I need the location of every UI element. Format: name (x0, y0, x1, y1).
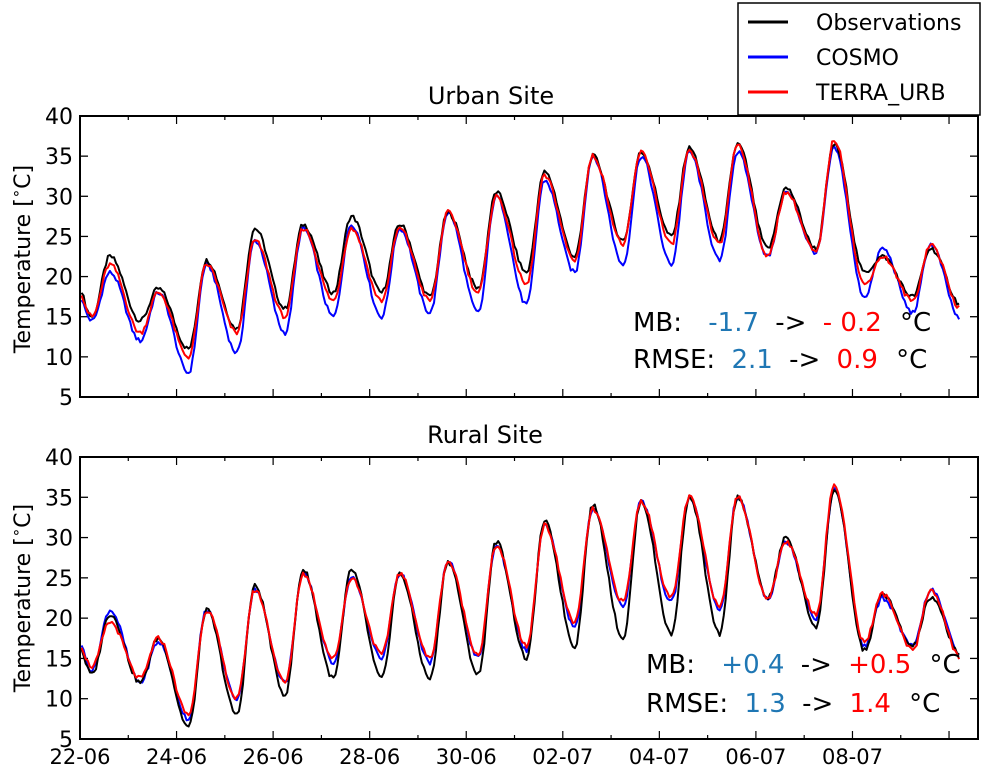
urban-plot-frame (79, 115, 979, 398)
rural-xtick-label: 08-07 (822, 745, 883, 767)
urban-ytick-label: 35 (45, 145, 73, 170)
rural-ytick-label: 25 (45, 567, 73, 592)
rural-mb-label: MB: (646, 650, 695, 680)
rural-ytick-label: 35 (45, 486, 73, 511)
rural-ytick-label: 30 (45, 527, 73, 552)
urban-rmse-unit: °C (896, 345, 927, 375)
urban-rmse-to: 0.9 (837, 345, 878, 375)
urban-mb-unit: °C (900, 308, 931, 338)
rural-xtick-label: 22-06 (49, 745, 110, 767)
legend-label: COSMO (816, 46, 899, 71)
rural-ytick-label: 20 (45, 607, 73, 632)
rural-mb-from: +0.4 (721, 650, 784, 680)
rural-plot-frame (79, 456, 979, 740)
urban-rmse-annotation: RMSE: 2.1 -> 0.9 °C (633, 345, 927, 375)
rural-lines (80, 483, 961, 728)
rural-ylabel: Temperature [∘C] (7, 504, 36, 693)
rural-panel: Rural Site Temperature [∘C] 5 10 15 20 25 30 3… (7, 421, 979, 769)
legend-label: Observations (816, 11, 961, 36)
urban-ytick-label: 5 (59, 386, 73, 411)
rural-rmse-unit: °C (909, 689, 940, 719)
rural-mb-arrow: -> (801, 650, 832, 680)
rural-series-terra-urb (80, 483, 961, 717)
urban-series-cosmo (80, 144, 960, 374)
legend-items: Observations COSMO TERRA_URB (748, 11, 961, 106)
rural-ytick-label: 40 (45, 446, 73, 471)
rural-series-observations (80, 489, 960, 728)
rural-mb-unit: °C (930, 650, 961, 680)
urban-ytick-label: 25 (45, 225, 73, 250)
rural-xtick-label: 06-07 (725, 745, 786, 767)
rural-mb-annotation: MB: +0.4 -> +0.5 °C (646, 650, 961, 680)
urban-rmse-arrow: -> (789, 345, 820, 375)
urban-ytick-label: 10 (45, 346, 73, 371)
rural-xtick-label: 26-06 (243, 745, 304, 767)
urban-title: Urban Site (428, 82, 554, 110)
rural-title: Rural Site (427, 421, 543, 449)
urban-rmse-from: 2.1 (731, 345, 772, 375)
urban-ytick-label: 20 (45, 266, 73, 291)
urban-ytick-label: 30 (45, 185, 73, 210)
rural-xtick-label: 04-07 (629, 745, 690, 767)
rural-rmse-label: RMSE: (646, 689, 728, 719)
urban-mb-annotation: MB: -1.7 -> - 0.2 °C (633, 308, 931, 338)
urban-mb-to: - 0.2 (823, 308, 882, 338)
rural-ytick-label: 15 (45, 647, 73, 672)
rural-ytick-label: 5 (59, 728, 73, 753)
rural-rmse-arrow: -> (802, 689, 833, 719)
urban-ytick-label: 15 (45, 306, 73, 331)
urban-mb-label: MB: (633, 308, 682, 338)
rural-rmse-from: 1.3 (744, 689, 785, 719)
rural-ytick-label: 10 (45, 688, 73, 713)
urban-mb-arrow: -> (775, 308, 806, 338)
urban-panel: Urban Site Temperature [∘C] 5 10 15 20 25 30 3… (7, 82, 979, 411)
rural-rmse-to: 1.4 (850, 689, 891, 719)
legend-label: TERRA_URB (815, 81, 946, 106)
urban-ylabel: Temperature [∘C] (7, 165, 36, 354)
rural-xtick-label: 30-06 (436, 745, 497, 767)
urban-series-terra-urb (80, 140, 960, 360)
rural-yticks: 5 10 15 20 25 30 35 40 (45, 446, 978, 753)
rural-rmse-annotation: RMSE: 1.3 -> 1.4 °C (646, 689, 940, 719)
rural-mb-to: +0.5 (848, 650, 911, 680)
rural-xtick-label: 02-07 (532, 745, 593, 767)
rural-xtick-label: 24-06 (146, 745, 207, 767)
urban-lines (80, 140, 960, 374)
rural-xtick-label: 28-06 (339, 745, 400, 767)
urban-mb-from: -1.7 (708, 308, 759, 338)
urban-rmse-label: RMSE: (633, 345, 715, 375)
urban-ytick-label: 40 (45, 105, 73, 130)
urban-yticks: 5 10 15 20 25 30 35 40 (45, 105, 978, 411)
chart-legend: Observations COSMO TERRA_URB (737, 2, 981, 116)
